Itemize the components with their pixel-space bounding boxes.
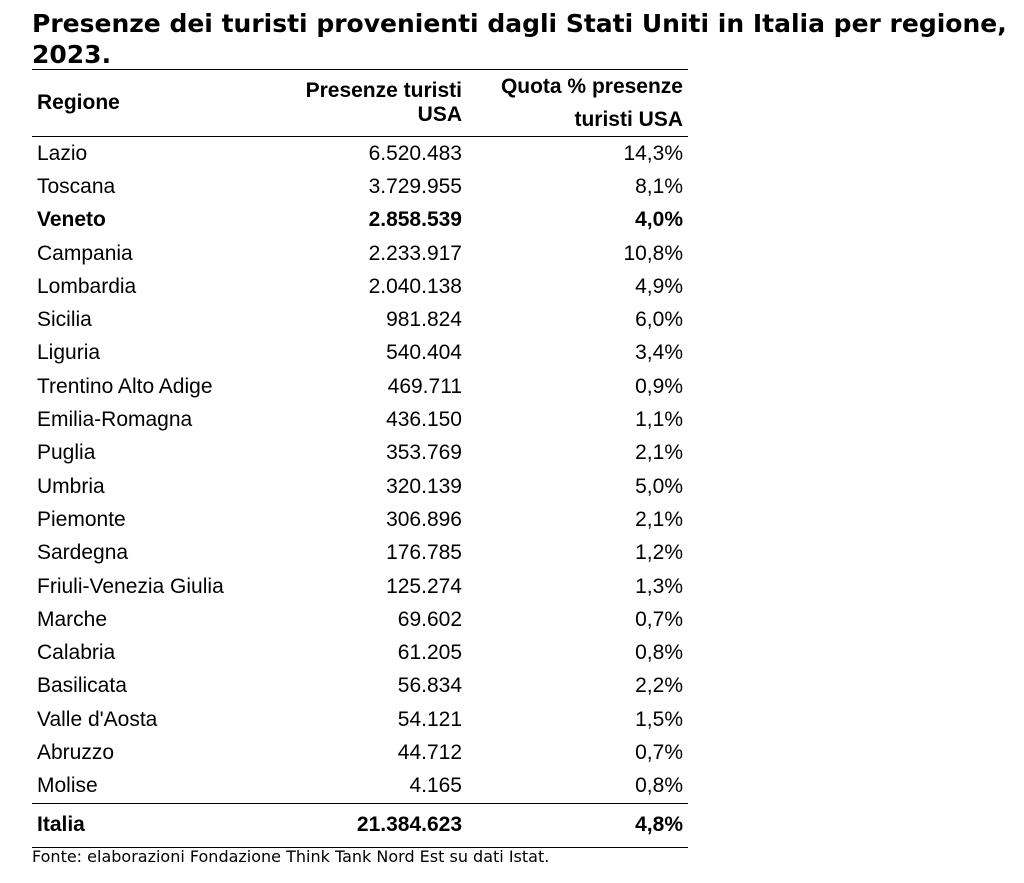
cell-region: Veneto <box>37 208 106 232</box>
cell-quota: 2,1% <box>635 441 683 465</box>
cell-region: Lazio <box>37 141 88 165</box>
cell-region: Toscana <box>37 174 116 198</box>
cell-quota: 1,5% <box>635 707 683 731</box>
table-row: Piemonte 306.896 2,1% <box>32 503 688 536</box>
cell-presenze: 2.233.917 <box>368 241 462 265</box>
cell-presenze: 56.834 <box>397 674 462 698</box>
table-row: Calabria 61.205 0,8% <box>32 636 688 669</box>
cell-presenze: 469.711 <box>387 374 462 398</box>
cell-quota: 6,0% <box>635 308 683 332</box>
cell-region: Trentino Alto Adige <box>37 374 213 398</box>
cell-region: Piemonte <box>37 507 126 531</box>
table-row: Trentino Alto Adige 469.711 0,9% <box>32 370 688 403</box>
total-region: Italia <box>37 813 85 837</box>
cell-region: Valle d'Aosta <box>37 707 158 731</box>
table-row: Marche 69.602 0,7% <box>32 603 688 636</box>
cell-quota: 0,7% <box>635 740 683 764</box>
cell-region: Marche <box>37 607 108 631</box>
table-row: Valle d'Aosta 54.121 1,5% <box>32 703 688 736</box>
header-quota-line1: Quota % presenze <box>500 75 683 98</box>
cell-region: Sardegna <box>37 541 129 565</box>
table-row: Basilicata 56.834 2,2% <box>32 670 688 703</box>
cell-region: Campania <box>37 241 133 265</box>
cell-presenze: 61.205 <box>397 641 462 665</box>
cell-quota: 0,8% <box>635 774 683 798</box>
table-row: Friuli-Venezia Giulia 125.274 1,3% <box>32 570 688 603</box>
cell-region: Calabria <box>37 641 116 665</box>
cell-quota: 0,8% <box>635 641 683 665</box>
cell-quota: 2,1% <box>635 507 683 531</box>
cell-quota: 5,0% <box>635 474 683 498</box>
table-body: Lazio 6.520.483 14,3% Toscana 3.729.955 8,1% V… <box>32 137 688 804</box>
cell-region: Basilicata <box>37 674 127 698</box>
cell-region: Friuli-Venezia Giulia <box>37 574 224 598</box>
table-row: Molise 4.165 0,8% <box>32 770 688 804</box>
table-row: Campania 2.233.917 10,8% <box>32 237 688 270</box>
cell-region: Liguria <box>37 341 101 365</box>
table-row: Veneto 2.858.539 4,0% <box>32 204 688 237</box>
cell-presenze: 353.769 <box>386 441 462 465</box>
total-quota: 4,8% <box>635 813 683 837</box>
data-table-container: Regione Presenze turisti USA Quota % pre… <box>32 69 688 848</box>
cell-quota: 10,8% <box>623 241 683 265</box>
cell-presenze: 54.121 <box>397 707 462 731</box>
cell-presenze: 125.274 <box>386 574 462 598</box>
table-row: Lazio 6.520.483 14,3% <box>32 137 688 171</box>
table-row: Sardegna 176.785 1,2% <box>32 537 688 570</box>
header-quota-line2: turisti USA <box>574 108 683 131</box>
cell-presenze: 176.785 <box>386 541 462 565</box>
cell-quota: 4,0% <box>635 208 683 232</box>
cell-presenze: 6.520.483 <box>368 141 462 165</box>
cell-quota: 8,1% <box>635 174 683 198</box>
source-note: Fonte: elaborazioni Fondazione Think Tan… <box>32 847 550 866</box>
cell-region: Sicilia <box>37 308 92 332</box>
cell-quota: 1,2% <box>635 541 683 565</box>
data-table: Regione Presenze turisti USA Quota % pre… <box>32 69 688 848</box>
cell-presenze: 540.404 <box>386 341 462 365</box>
table-row: Toscana 3.729.955 8,1% <box>32 170 688 203</box>
table-row: Emilia-Romagna 436.150 1,1% <box>32 403 688 436</box>
cell-quota: 4,9% <box>635 274 683 298</box>
table-footer: Italia 21.384.623 4,8% <box>32 803 688 848</box>
table-row: Sicilia 981.824 6,0% <box>32 303 688 336</box>
total-presenze: 21.384.623 <box>356 813 462 837</box>
cell-presenze: 306.896 <box>386 507 462 531</box>
cell-presenze: 4.165 <box>409 774 462 798</box>
cell-quota: 1,1% <box>635 408 683 432</box>
total-row: Italia 21.384.623 4,8% <box>32 803 688 848</box>
header-regione: Regione <box>37 91 120 114</box>
cell-region: Molise <box>37 774 98 798</box>
cell-quota: 1,3% <box>635 574 683 598</box>
cell-presenze: 2.858.539 <box>368 208 462 232</box>
cell-region: Lombardia <box>37 274 137 298</box>
cell-quota: 0,9% <box>635 374 683 398</box>
cell-presenze: 320.139 <box>386 474 462 498</box>
cell-quota: 14,3% <box>623 141 683 165</box>
table-row: Puglia 353.769 2,1% <box>32 437 688 470</box>
header-row: Regione Presenze turisti USA Quota % pre… <box>32 69 688 137</box>
table-row: Abruzzo 44.712 0,7% <box>32 736 688 769</box>
table-row: Umbria 320.139 5,0% <box>32 470 688 503</box>
cell-presenze: 981.824 <box>386 308 462 332</box>
cell-presenze: 44.712 <box>397 740 462 764</box>
cell-presenze: 436.150 <box>386 408 462 432</box>
cell-region: Emilia-Romagna <box>37 408 193 432</box>
header-quota: Quota % presenze turisti USA <box>467 70 688 137</box>
table-row: Liguria 540.404 3,4% <box>32 337 688 370</box>
header-presenze: Presenze turisti USA <box>305 79 462 126</box>
cell-region: Abruzzo <box>37 740 115 764</box>
cell-quota: 3,4% <box>635 341 683 365</box>
cell-region: Puglia <box>37 441 96 465</box>
cell-presenze: 3.729.955 <box>368 174 462 198</box>
cell-region: Umbria <box>37 474 105 498</box>
cell-quota: 2,2% <box>635 674 683 698</box>
table-row: Lombardia 2.040.138 4,9% <box>32 270 688 303</box>
table-header: Regione Presenze turisti USA Quota % pre… <box>32 69 688 137</box>
cell-presenze: 69.602 <box>397 607 462 631</box>
table-title: Presenze dei turisti provenienti dagli S… <box>32 9 1007 69</box>
cell-quota: 0,7% <box>635 607 683 631</box>
cell-presenze: 2.040.138 <box>368 274 462 298</box>
